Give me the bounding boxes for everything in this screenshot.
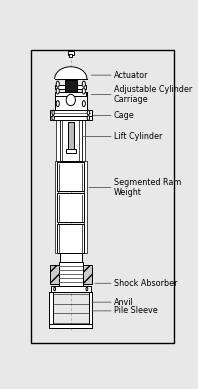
Circle shape bbox=[82, 101, 85, 107]
Bar bbox=[65, 80, 77, 92]
Circle shape bbox=[52, 110, 54, 115]
Bar bbox=[89, 292, 92, 328]
Circle shape bbox=[87, 110, 90, 115]
Text: Actuator: Actuator bbox=[91, 71, 148, 80]
Bar bbox=[55, 85, 86, 89]
Circle shape bbox=[56, 101, 59, 107]
Text: Anvil: Anvil bbox=[92, 298, 133, 307]
Circle shape bbox=[56, 81, 59, 87]
Circle shape bbox=[52, 116, 54, 120]
Text: Cage: Cage bbox=[87, 111, 134, 120]
Circle shape bbox=[82, 81, 85, 87]
Bar bbox=[57, 162, 84, 191]
Bar bbox=[57, 224, 84, 253]
Bar bbox=[60, 120, 82, 161]
Circle shape bbox=[82, 88, 85, 94]
Bar bbox=[55, 92, 86, 96]
Text: Adjustable Cylinder
Carriage: Adjustable Cylinder Carriage bbox=[91, 85, 192, 104]
Bar bbox=[69, 54, 72, 57]
Bar bbox=[53, 79, 89, 92]
Bar bbox=[66, 149, 76, 153]
Text: Shock Absorber: Shock Absorber bbox=[95, 279, 177, 288]
Bar bbox=[82, 119, 85, 161]
Bar bbox=[51, 286, 91, 292]
Ellipse shape bbox=[55, 67, 87, 91]
Text: Segmented Ram
Weight: Segmented Ram Weight bbox=[89, 178, 181, 197]
Bar bbox=[49, 292, 53, 328]
Bar bbox=[50, 110, 91, 116]
Bar bbox=[55, 79, 87, 110]
Circle shape bbox=[87, 116, 90, 120]
Bar bbox=[49, 324, 92, 328]
Circle shape bbox=[54, 287, 56, 291]
Ellipse shape bbox=[66, 94, 75, 106]
Bar bbox=[57, 193, 84, 223]
Circle shape bbox=[56, 88, 59, 94]
Bar bbox=[59, 262, 83, 286]
Bar bbox=[56, 119, 60, 161]
Bar bbox=[84, 161, 87, 253]
Bar bbox=[55, 161, 58, 253]
Bar bbox=[83, 265, 92, 284]
Text: Pile Sleeve: Pile Sleeve bbox=[92, 307, 157, 315]
Bar bbox=[68, 51, 73, 55]
Bar bbox=[50, 265, 59, 284]
Bar bbox=[60, 253, 82, 262]
Bar bbox=[50, 116, 91, 120]
Bar bbox=[68, 122, 74, 150]
Circle shape bbox=[86, 287, 88, 291]
Text: Lift Cylinder: Lift Cylinder bbox=[83, 132, 162, 141]
